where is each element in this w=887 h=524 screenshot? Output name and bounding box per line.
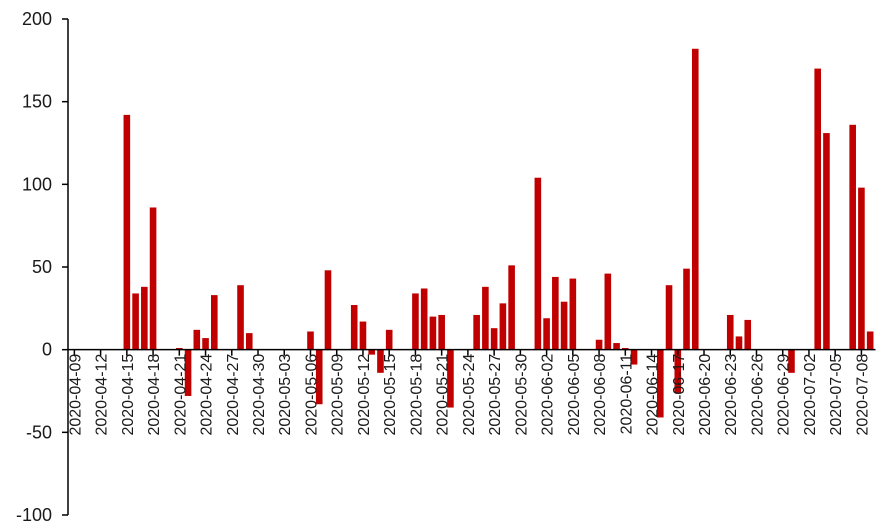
bar-2020-05-26 bbox=[482, 286, 489, 350]
bar-2020-05-11 bbox=[350, 305, 358, 350]
y-tick-label: -100 bbox=[16, 505, 52, 524]
x-tick-label: 2020-06-29 bbox=[776, 354, 793, 436]
bar-2020-04-23 bbox=[193, 329, 201, 350]
x-tick-label: 2020-04-30 bbox=[251, 354, 268, 436]
x-tick-label: 2020-05-18 bbox=[408, 354, 425, 436]
x-tick-label: 2020-05-09 bbox=[330, 354, 347, 436]
bar-2020-05-19 bbox=[420, 288, 428, 350]
bar-2020-05-22 bbox=[447, 349, 454, 408]
x-tick-label: 2020-05-03 bbox=[277, 354, 294, 436]
bar-2020-06-01 bbox=[534, 177, 542, 350]
bar-2020-06-25 bbox=[744, 319, 752, 350]
bar-2020-04-25 bbox=[210, 295, 218, 350]
bar-2020-07-08 bbox=[858, 187, 865, 350]
bar-2020-06-09 bbox=[604, 273, 612, 350]
bar-2020-05-28 bbox=[499, 303, 507, 350]
x-tick-label: 2020-05-15 bbox=[382, 354, 399, 436]
x-axis-ticks: 2020-04-09 2020-04-12 2020-04-15 2020-04-18… bbox=[67, 349, 871, 436]
bar-2020-04-17 bbox=[141, 286, 148, 350]
y-axis-ticks: -100 -50 0 50 100 150 200 bbox=[16, 9, 68, 524]
x-tick-label: 2020-07-05 bbox=[828, 354, 845, 436]
bar-2020-05-13 bbox=[368, 349, 375, 355]
bar-2020-06-24 bbox=[735, 336, 743, 350]
bar-2020-06-08 bbox=[595, 339, 603, 350]
bar-2020-05-25 bbox=[473, 314, 480, 350]
y-tick-label: 200 bbox=[22, 9, 52, 29]
bar-2020-04-18 bbox=[149, 207, 157, 350]
x-tick-label: 2020-06-23 bbox=[723, 354, 740, 436]
bar-2020-07-07 bbox=[849, 124, 856, 350]
bar-2020-05-15 bbox=[385, 329, 393, 350]
bar-2020-06-30 bbox=[788, 349, 795, 373]
bar-2020-06-18 bbox=[683, 268, 690, 350]
bar-2020-07-03 bbox=[814, 68, 821, 350]
bar-2020-06-04 bbox=[560, 301, 568, 350]
bar-2020-06-10 bbox=[613, 343, 620, 350]
x-tick-label: 2020-04-27 bbox=[225, 354, 242, 436]
y-tick-label: 50 bbox=[32, 257, 52, 277]
bar-2020-04-28 bbox=[237, 285, 244, 350]
bar-2020-06-23 bbox=[726, 314, 734, 350]
x-tick-label: 2020-05-12 bbox=[356, 354, 373, 436]
bar-2020-04-29 bbox=[245, 333, 253, 350]
bar-2020-06-19 bbox=[691, 48, 699, 350]
x-tick-label: 2020-04-12 bbox=[94, 354, 111, 436]
bars bbox=[123, 48, 874, 418]
bar-2020-05-18 bbox=[412, 293, 419, 350]
x-tick-label: 2020-06-02 bbox=[540, 354, 557, 436]
x-tick-label: 2020-05-21 bbox=[435, 354, 452, 436]
x-tick-label: 2020-06-11 bbox=[618, 354, 635, 435]
bar-2020-07-09 bbox=[866, 331, 874, 350]
bar-2020-04-16 bbox=[132, 293, 139, 350]
bar-2020-05-08 bbox=[324, 270, 332, 350]
x-tick-label: 2020-04-09 bbox=[67, 354, 84, 436]
x-tick-label: 2020-05-27 bbox=[487, 354, 504, 436]
x-tick-label: 2020-06-05 bbox=[566, 354, 583, 436]
bar-2020-05-27 bbox=[490, 328, 498, 350]
bar-2020-07-04 bbox=[823, 133, 830, 350]
bar-2020-04-24 bbox=[202, 338, 209, 350]
bar-2020-06-05 bbox=[569, 278, 577, 350]
bar-2020-04-22 bbox=[184, 349, 192, 396]
bar-2020-06-15 bbox=[656, 349, 664, 418]
x-tick-label: 2020-06-14 bbox=[645, 354, 662, 436]
bar-2020-05-14 bbox=[377, 349, 384, 373]
bar-2020-05-20 bbox=[429, 316, 437, 350]
y-tick-label: -50 bbox=[26, 422, 52, 442]
y-tick-label: 150 bbox=[22, 92, 52, 112]
bar-2020-05-21 bbox=[438, 314, 445, 350]
x-tick-label: 2020-06-17 bbox=[671, 354, 688, 436]
x-tick-label: 2020-05-30 bbox=[513, 354, 530, 436]
bar-2020-05-06 bbox=[307, 331, 314, 350]
y-tick-label: 100 bbox=[22, 174, 52, 194]
x-tick-label: 2020-06-26 bbox=[749, 354, 766, 436]
x-tick-label: 2020-07-08 bbox=[854, 354, 871, 436]
x-tick-label: 2020-06-08 bbox=[592, 354, 609, 436]
bar-2020-06-17 bbox=[674, 349, 682, 393]
x-tick-label: 2020-05-06 bbox=[303, 354, 320, 436]
bar-2020-06-03 bbox=[552, 276, 559, 350]
bar-2020-04-21 bbox=[176, 348, 183, 350]
x-tick-label: 2020-06-20 bbox=[697, 354, 714, 436]
x-tick-label: 2020-04-15 bbox=[120, 354, 137, 436]
bar-2020-04-15 bbox=[123, 114, 131, 350]
bar-2020-06-11 bbox=[622, 348, 629, 350]
bar-2020-05-29 bbox=[508, 265, 515, 350]
x-tick-label: 2020-07-02 bbox=[802, 354, 819, 436]
x-tick-label: 2020-04-24 bbox=[199, 354, 216, 436]
x-tick-label: 2020-04-21 bbox=[172, 354, 189, 436]
x-tick-label: 2020-04-18 bbox=[146, 354, 163, 436]
bar-2020-06-02 bbox=[543, 318, 550, 350]
bar-2020-05-07 bbox=[315, 349, 323, 405]
bar-2020-06-16 bbox=[665, 285, 673, 350]
y-tick-label: 0 bbox=[42, 340, 52, 360]
x-tick-label: 2020-05-24 bbox=[461, 354, 478, 436]
bar-2020-05-12 bbox=[359, 321, 367, 350]
bar-2020-06-12 bbox=[630, 349, 638, 365]
